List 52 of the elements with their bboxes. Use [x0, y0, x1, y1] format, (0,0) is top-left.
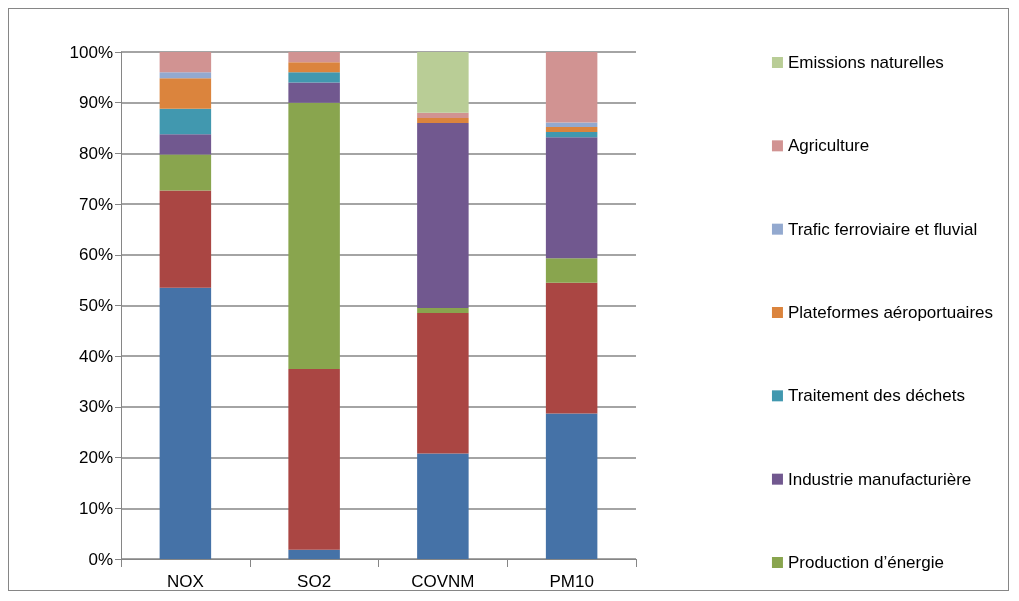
bar [288, 62, 340, 73]
bar [545, 132, 598, 138]
bar [288, 549, 340, 559]
y-tick-label: 90% [78, 93, 113, 113]
bar [159, 52, 212, 73]
legend-label: Production d’énergie [787, 553, 944, 572]
legend-label: Industrie manufacturière [787, 469, 972, 489]
y-tick-label: 50% [78, 296, 113, 315]
y-tick-label: 30% [78, 397, 113, 417]
y-tick-label: 20% [78, 448, 113, 468]
x-tick-label: SO2 [297, 572, 332, 591]
y-tick-label: 40% [78, 346, 113, 366]
bar [159, 134, 212, 155]
bar [159, 78, 212, 109]
bar [159, 108, 212, 135]
bar [417, 453, 469, 559]
bar [417, 122, 469, 309]
x-tick-label: PM10 [549, 572, 594, 591]
y-tick-label: 80% [78, 143, 113, 163]
y-tick-label: 100% [69, 42, 113, 62]
bar [288, 72, 340, 83]
x-tick-label: COVNM [411, 572, 475, 591]
x-tick-label: NOX [166, 572, 204, 591]
bar [159, 72, 212, 79]
bar [417, 112, 469, 118]
y-tick-label: 10% [78, 498, 113, 518]
bar [545, 137, 598, 259]
bar [288, 368, 340, 550]
legend-label: Trafic ferroviaire et fluvial [787, 219, 978, 239]
y-tick-label: 60% [78, 245, 113, 265]
bar [159, 287, 212, 559]
bar [545, 258, 598, 283]
bar [159, 190, 212, 288]
y-tick-label: 70% [78, 194, 113, 214]
bar [545, 413, 598, 559]
bar [417, 313, 469, 454]
y-tick-label: 0% [88, 549, 113, 569]
legend-label: Agriculture [787, 136, 870, 156]
bar [288, 82, 340, 103]
bar [545, 127, 598, 133]
bar [288, 102, 340, 369]
bar [545, 282, 598, 414]
bar [545, 122, 598, 128]
legend-label: Emissions naturelles [787, 53, 944, 72]
bar [417, 308, 469, 314]
bar [545, 52, 598, 123]
bar [288, 52, 340, 63]
legend-label: Plateformes aéroportuaires [787, 303, 993, 322]
bar [159, 154, 212, 191]
bar [417, 52, 469, 113]
legend-label: Traitement des déchets [787, 386, 965, 406]
bar [417, 117, 469, 123]
